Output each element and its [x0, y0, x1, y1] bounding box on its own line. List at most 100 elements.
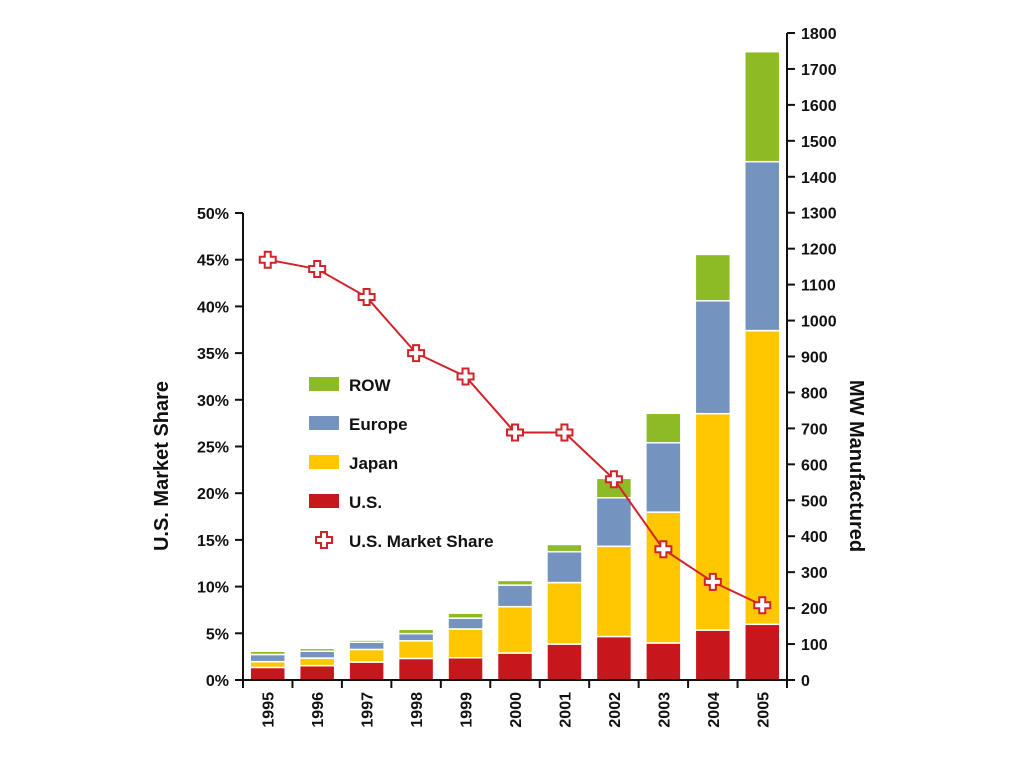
- bar-europe-2004: [694, 300, 732, 415]
- bar-u-s--2004: [694, 629, 732, 681]
- bar-japan-1996: [298, 657, 336, 667]
- bar-u-s--2003: [645, 642, 682, 681]
- bar-u-s--2000: [496, 652, 534, 681]
- legend-swatch-u-s-market-share: [315, 531, 333, 549]
- bar-row-2000: [496, 579, 534, 586]
- bar-row-2003: [645, 412, 682, 444]
- left-tick-label: 0%: [206, 673, 229, 690]
- bar-europe-1997: [348, 641, 385, 651]
- left-tick-label: 30%: [197, 393, 229, 410]
- legend-label-europe: Europe: [349, 415, 408, 434]
- bar-u-s--1995: [249, 666, 286, 681]
- right-tick-label: 600: [801, 457, 828, 474]
- legend-label-row: ROW: [349, 376, 392, 395]
- x-tick-label-2004: 2004: [706, 692, 723, 728]
- market-share-point-2002: [604, 470, 623, 489]
- left-tick-label: 15%: [197, 533, 229, 550]
- bar-japan-2005: [744, 329, 781, 626]
- bar-europe-1996: [298, 650, 336, 659]
- x-tick-label-1996: 1996: [310, 692, 327, 728]
- legend-label-japan: Japan: [349, 454, 398, 473]
- bar-europe-2005: [744, 160, 781, 332]
- x-ticks-group: 1995 1996 1997 1998 1999 2000 2001 2002 2003 2004…: [242, 680, 788, 728]
- left-tick-label: 25%: [197, 440, 229, 457]
- market-share-line-group: [258, 250, 772, 615]
- bar-japan-1997: [348, 648, 385, 663]
- right-tick-label: 1300: [801, 206, 837, 223]
- right-tick-label: 900: [801, 350, 828, 367]
- legend-swatch-row: [309, 377, 339, 391]
- x-tick-label-2002: 2002: [607, 692, 624, 728]
- right-tick-label: 1100: [801, 278, 836, 295]
- bar-u-s--2002: [595, 635, 633, 681]
- x-tick-label-1997: 1997: [360, 692, 377, 728]
- legend-label-u-s-market-share: U.S. Market Share: [349, 532, 494, 551]
- bar-row-1995: [249, 650, 286, 656]
- right-tick-label: 300: [801, 565, 828, 582]
- legend: ROW Europe Japan U.S. U.S. Market Share: [309, 376, 494, 551]
- right-tick-label: 1200: [801, 242, 837, 259]
- bar-europe-1995: [249, 653, 286, 663]
- bar-row-2005: [744, 50, 781, 163]
- bar-japan-2000: [496, 605, 534, 654]
- bar-japan-1998: [397, 640, 435, 660]
- bar-u-s--1998: [397, 657, 435, 681]
- legend-label-u-s-: U.S.: [349, 493, 382, 512]
- x-tick-label-2005: 2005: [755, 692, 772, 728]
- market-share-point-1998: [407, 344, 426, 363]
- bar-row-1996: [298, 647, 336, 652]
- bar-row-2004: [694, 253, 732, 302]
- left-tick-label: 5%: [206, 626, 229, 643]
- bar-row-1999: [447, 612, 484, 619]
- market-share-point-2004: [703, 572, 722, 591]
- bar-japan-1995: [249, 660, 286, 669]
- right-tick-label: 400: [801, 529, 828, 546]
- bar-row-2001: [546, 543, 583, 553]
- x-tick-label-1995: 1995: [261, 692, 278, 728]
- right-tick-label: 1400: [801, 170, 837, 187]
- left-tick-label: 20%: [197, 486, 229, 503]
- right-tick-label: 800: [801, 385, 828, 402]
- bar-u-s--2005: [744, 623, 781, 681]
- right-tick-label: 1800: [801, 26, 837, 43]
- bars-group: [249, 50, 781, 681]
- market-share-point-2001: [555, 423, 574, 442]
- legend-swatch-europe: [309, 416, 339, 430]
- right-tick-label: 200: [801, 601, 828, 618]
- market-share-point-1996: [308, 260, 327, 279]
- bar-europe-2001: [546, 550, 583, 584]
- bar-u-s--1999: [447, 656, 484, 681]
- right-tick-label: 0: [801, 673, 810, 690]
- right-axis-title: MW Manufactured: [845, 380, 867, 552]
- bar-japan-2002: [595, 545, 633, 638]
- market-share-point-2000: [506, 423, 524, 442]
- right-tick-label: 700: [801, 421, 828, 438]
- right-ticks-group: 0 100 200 300 400 500 600 700 800 900 1000 1100 1200…: [787, 26, 837, 690]
- bar-row-1998: [397, 628, 435, 635]
- x-tick-label-1998: 1998: [409, 692, 426, 728]
- market-share-point-1995: [258, 250, 277, 269]
- legend-swatch-japan: [309, 455, 339, 469]
- bar-japan-2004: [694, 412, 732, 631]
- right-tick-label: 100: [801, 637, 828, 654]
- right-tick-label: 500: [801, 493, 828, 510]
- bar-europe-1999: [447, 617, 484, 630]
- bar-u-s--1997: [348, 661, 385, 681]
- left-tick-label: 45%: [197, 253, 229, 270]
- bar-u-s--2001: [546, 643, 583, 681]
- bar-europe-2000: [496, 584, 534, 608]
- left-tick-label: 50%: [197, 206, 229, 223]
- right-tick-label: 1700: [801, 62, 837, 79]
- right-tick-label: 1000: [801, 314, 837, 331]
- market-share-point-1997: [357, 288, 376, 307]
- right-tick-label: 1500: [801, 134, 837, 151]
- market-share-point-1999: [456, 367, 475, 386]
- left-axis-title: U.S. Market Share: [151, 381, 173, 551]
- x-tick-label-2003: 2003: [656, 692, 673, 728]
- x-tick-label-1999: 1999: [459, 692, 476, 728]
- bar-row-1997: [348, 639, 385, 644]
- bar-europe-2003: [645, 442, 682, 513]
- x-tick-label-2001: 2001: [557, 692, 574, 728]
